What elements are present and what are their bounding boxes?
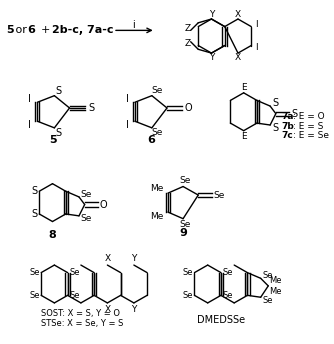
Text: Se: Se: [69, 291, 79, 300]
Text: Se: Se: [29, 291, 40, 300]
Text: S: S: [273, 98, 279, 108]
Text: X: X: [235, 53, 241, 62]
Text: : E = O: : E = O: [293, 112, 325, 121]
Text: O: O: [184, 103, 192, 113]
Text: S: S: [55, 86, 61, 96]
Text: Se: Se: [222, 291, 233, 300]
Text: Se: Se: [152, 128, 163, 137]
Text: Z: Z: [185, 24, 191, 33]
Text: Z: Z: [185, 39, 191, 48]
Text: Y: Y: [131, 254, 137, 263]
Text: S: S: [55, 128, 61, 138]
Text: Me: Me: [270, 287, 282, 296]
Text: or: or: [12, 25, 30, 35]
Text: 5: 5: [6, 25, 14, 35]
Text: Se: Se: [29, 268, 40, 277]
Text: 7c: 7c: [282, 131, 293, 140]
Text: I: I: [28, 120, 31, 130]
Text: i: i: [133, 20, 135, 30]
Text: SOST: X = S, Y = O: SOST: X = S, Y = O: [41, 309, 120, 318]
Text: I: I: [126, 120, 129, 130]
Text: I: I: [256, 43, 258, 52]
Text: Se: Se: [262, 271, 273, 280]
Text: Se: Se: [262, 295, 273, 304]
Text: Se: Se: [69, 268, 79, 277]
Text: S: S: [31, 186, 37, 196]
Text: Se: Se: [213, 191, 225, 200]
Text: Se: Se: [152, 86, 163, 95]
Text: 8: 8: [49, 230, 56, 240]
Text: Se: Se: [179, 220, 191, 229]
Text: X: X: [104, 254, 111, 263]
Text: Se: Se: [183, 291, 193, 300]
Text: 9: 9: [179, 228, 187, 238]
Text: 6: 6: [27, 25, 35, 35]
Text: E: E: [241, 83, 246, 92]
Text: S: S: [31, 209, 37, 219]
Text: DMEDSSe: DMEDSSe: [197, 315, 245, 325]
Text: 7b: 7b: [282, 122, 294, 131]
Text: X: X: [235, 10, 241, 19]
Text: E: E: [241, 132, 246, 141]
Text: S: S: [273, 123, 279, 133]
Text: Se: Se: [179, 176, 191, 185]
Text: X: X: [104, 305, 111, 314]
Text: 5: 5: [50, 135, 57, 145]
Text: S: S: [292, 109, 298, 119]
Text: Me: Me: [150, 184, 163, 193]
Text: STSe: X = Se, Y = S: STSe: X = Se, Y = S: [41, 319, 124, 327]
Text: Se: Se: [80, 214, 91, 223]
Text: I: I: [256, 20, 258, 29]
Text: 6: 6: [147, 135, 155, 145]
Text: 2b-c, 7a-c: 2b-c, 7a-c: [52, 25, 114, 35]
Text: Se: Se: [183, 268, 193, 277]
Text: Y: Y: [131, 305, 137, 314]
Text: Y: Y: [209, 10, 214, 19]
Text: 7a: 7a: [282, 112, 294, 121]
Text: Se: Se: [222, 268, 233, 277]
Text: Me: Me: [150, 212, 163, 221]
Text: +: +: [33, 25, 57, 35]
Text: I: I: [28, 94, 31, 104]
Text: S: S: [88, 103, 94, 113]
Text: Me: Me: [270, 276, 282, 285]
Text: Se: Se: [80, 190, 91, 198]
Text: : E = Se: : E = Se: [293, 131, 329, 140]
Text: O: O: [100, 200, 108, 209]
Text: I: I: [126, 94, 129, 104]
Text: : E = S: : E = S: [293, 122, 323, 131]
Text: Y: Y: [209, 53, 214, 62]
